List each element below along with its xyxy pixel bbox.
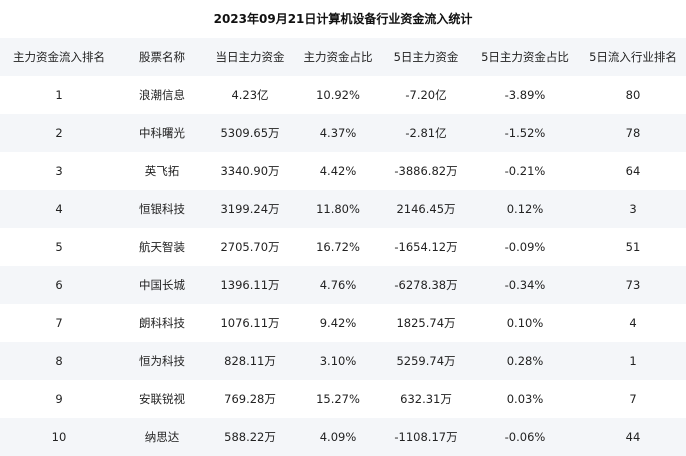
cell-main-funds-ratio: 4.37% <box>319 126 357 140</box>
cell-5day-main-funds-ratio: -0.09% <box>504 240 546 254</box>
cell-daily-main-funds: 5309.65万 <box>220 126 280 140</box>
table-title: 2023年09月21日计算机设备行业资金流入统计 <box>213 12 473 26</box>
header-5day-main-funds-ratio: 5日主力资金占比 <box>481 50 569 64</box>
table-row: 5 航天智装 2705.70万 16.72% -1654.12万 -0.09% 51 <box>0 228 686 266</box>
cell-5day-main-funds: -2.81亿 <box>405 126 447 140</box>
cell-5day-main-funds: 1825.74万 <box>396 316 456 330</box>
header-daily-main-funds: 当日主力资金 <box>215 50 285 64</box>
cell-stock-name: 中国长城 <box>139 278 185 292</box>
cell-stock-name: 中科曙光 <box>139 126 185 140</box>
cell-daily-main-funds: 1396.11万 <box>220 278 280 292</box>
cell-5day-main-funds: 2146.45万 <box>396 202 456 216</box>
cell-daily-main-funds: 769.28万 <box>224 392 276 406</box>
cell-5day-main-funds: -1654.12万 <box>394 240 458 254</box>
cell-main-funds-ratio: 9.42% <box>319 316 357 330</box>
cell-rank: 4 <box>55 202 63 216</box>
cell-stock-name: 朗科科技 <box>139 316 185 330</box>
cell-main-funds-ratio: 10.92% <box>316 88 360 102</box>
cell-5day-main-funds-ratio: 0.28% <box>506 354 544 368</box>
header-5day-industry-rank: 5日流入行业排名 <box>589 50 677 64</box>
cell-rank: 1 <box>55 88 63 102</box>
cell-main-funds-ratio: 4.42% <box>319 164 357 178</box>
cell-5day-main-funds: -3886.82万 <box>394 164 458 178</box>
cell-5day-main-funds-ratio: 0.12% <box>506 202 544 216</box>
cell-5day-industry-rank: 80 <box>625 88 641 102</box>
cell-5day-industry-rank: 4 <box>629 316 637 330</box>
cell-rank: 7 <box>55 316 63 330</box>
cell-main-funds-ratio: 15.27% <box>316 392 360 406</box>
table-header-row: 主力资金流入排名 股票名称 当日主力资金 主力资金占比 5日主力资金 5日主力资… <box>0 38 686 76</box>
table-row: 1 浪潮信息 4.23亿 10.92% -7.20亿 -3.89% 80 <box>0 76 686 114</box>
header-rank: 主力资金流入排名 <box>13 50 105 64</box>
table-row: 2 中科曙光 5309.65万 4.37% -2.81亿 -1.52% 78 <box>0 114 686 152</box>
cell-5day-main-funds: -1108.17万 <box>394 430 458 444</box>
table-row: 3 英飞拓 3340.90万 4.42% -3886.82万 -0.21% 64 <box>0 152 686 190</box>
cell-daily-main-funds: 2705.70万 <box>220 240 280 254</box>
cell-5day-industry-rank: 44 <box>625 430 641 444</box>
table-row: 9 安联锐视 769.28万 15.27% 632.31万 0.03% 7 <box>0 380 686 418</box>
cell-5day-main-funds-ratio: -0.06% <box>504 430 546 444</box>
cell-main-funds-ratio: 4.09% <box>319 430 357 444</box>
cell-5day-main-funds-ratio: 0.03% <box>506 392 544 406</box>
cell-5day-main-funds: -7.20亿 <box>405 88 447 102</box>
cell-rank: 9 <box>55 392 63 406</box>
table-body: 1 浪潮信息 4.23亿 10.92% -7.20亿 -3.89% 80 2 中科曙光 5309.… <box>0 76 686 456</box>
cell-5day-industry-rank: 7 <box>629 392 637 406</box>
table-row: 8 恒为科技 828.11万 3.10% 5259.74万 0.28% 1 <box>0 342 686 380</box>
cell-stock-name: 浪潮信息 <box>139 88 185 102</box>
cell-rank: 5 <box>55 240 63 254</box>
header-main-funds-ratio: 主力资金占比 <box>303 50 373 64</box>
cell-5day-main-funds: 632.31万 <box>400 392 452 406</box>
table-row: 7 朗科科技 1076.11万 9.42% 1825.74万 0.10% 4 <box>0 304 686 342</box>
cell-rank: 2 <box>55 126 63 140</box>
cell-daily-main-funds: 3340.90万 <box>220 164 280 178</box>
cell-5day-main-funds: 5259.74万 <box>396 354 456 368</box>
header-stock-name: 股票名称 <box>139 50 185 64</box>
cell-5day-main-funds: -6278.38万 <box>394 278 458 292</box>
cell-stock-name: 纳思达 <box>144 430 180 444</box>
cell-daily-main-funds: 1076.11万 <box>220 316 280 330</box>
cell-rank: 8 <box>55 354 63 368</box>
cell-5day-industry-rank: 3 <box>629 202 637 216</box>
table-row: 6 中国长城 1396.11万 4.76% -6278.38万 -0.34% 73 <box>0 266 686 304</box>
cell-5day-main-funds-ratio: -1.52% <box>504 126 546 140</box>
cell-5day-main-funds-ratio: -3.89% <box>504 88 546 102</box>
cell-5day-main-funds-ratio: -0.34% <box>504 278 546 292</box>
cell-5day-main-funds-ratio: 0.10% <box>506 316 544 330</box>
cell-5day-industry-rank: 78 <box>625 126 641 140</box>
cell-5day-industry-rank: 51 <box>625 240 641 254</box>
capital-flow-table: 主力资金流入排名 股票名称 当日主力资金 主力资金占比 5日主力资金 5日主力资… <box>0 38 686 456</box>
cell-rank: 10 <box>51 430 67 444</box>
cell-rank: 6 <box>55 278 63 292</box>
cell-stock-name: 恒银科技 <box>139 202 185 216</box>
cell-main-funds-ratio: 3.10% <box>319 354 357 368</box>
cell-stock-name: 恒为科技 <box>139 354 185 368</box>
table-row: 4 恒银科技 3199.24万 11.80% 2146.45万 0.12% 3 <box>0 190 686 228</box>
table-row: 10 纳思达 588.22万 4.09% -1108.17万 -0.06% 44 <box>0 418 686 456</box>
cell-5day-main-funds-ratio: -0.21% <box>504 164 546 178</box>
cell-5day-industry-rank: 73 <box>625 278 641 292</box>
cell-rank: 3 <box>55 164 63 178</box>
cell-main-funds-ratio: 4.76% <box>319 278 357 292</box>
cell-stock-name: 英飞拓 <box>144 164 180 178</box>
cell-daily-main-funds: 588.22万 <box>224 430 276 444</box>
cell-main-funds-ratio: 11.80% <box>316 202 360 216</box>
cell-stock-name: 安联锐视 <box>139 392 185 406</box>
cell-stock-name: 航天智装 <box>139 240 185 254</box>
header-5day-main-funds: 5日主力资金 <box>393 50 459 64</box>
cell-5day-industry-rank: 64 <box>625 164 641 178</box>
cell-daily-main-funds: 828.11万 <box>224 354 276 368</box>
cell-daily-main-funds: 4.23亿 <box>231 88 269 102</box>
cell-daily-main-funds: 3199.24万 <box>220 202 280 216</box>
cell-main-funds-ratio: 16.72% <box>316 240 360 254</box>
cell-5day-industry-rank: 1 <box>629 354 637 368</box>
